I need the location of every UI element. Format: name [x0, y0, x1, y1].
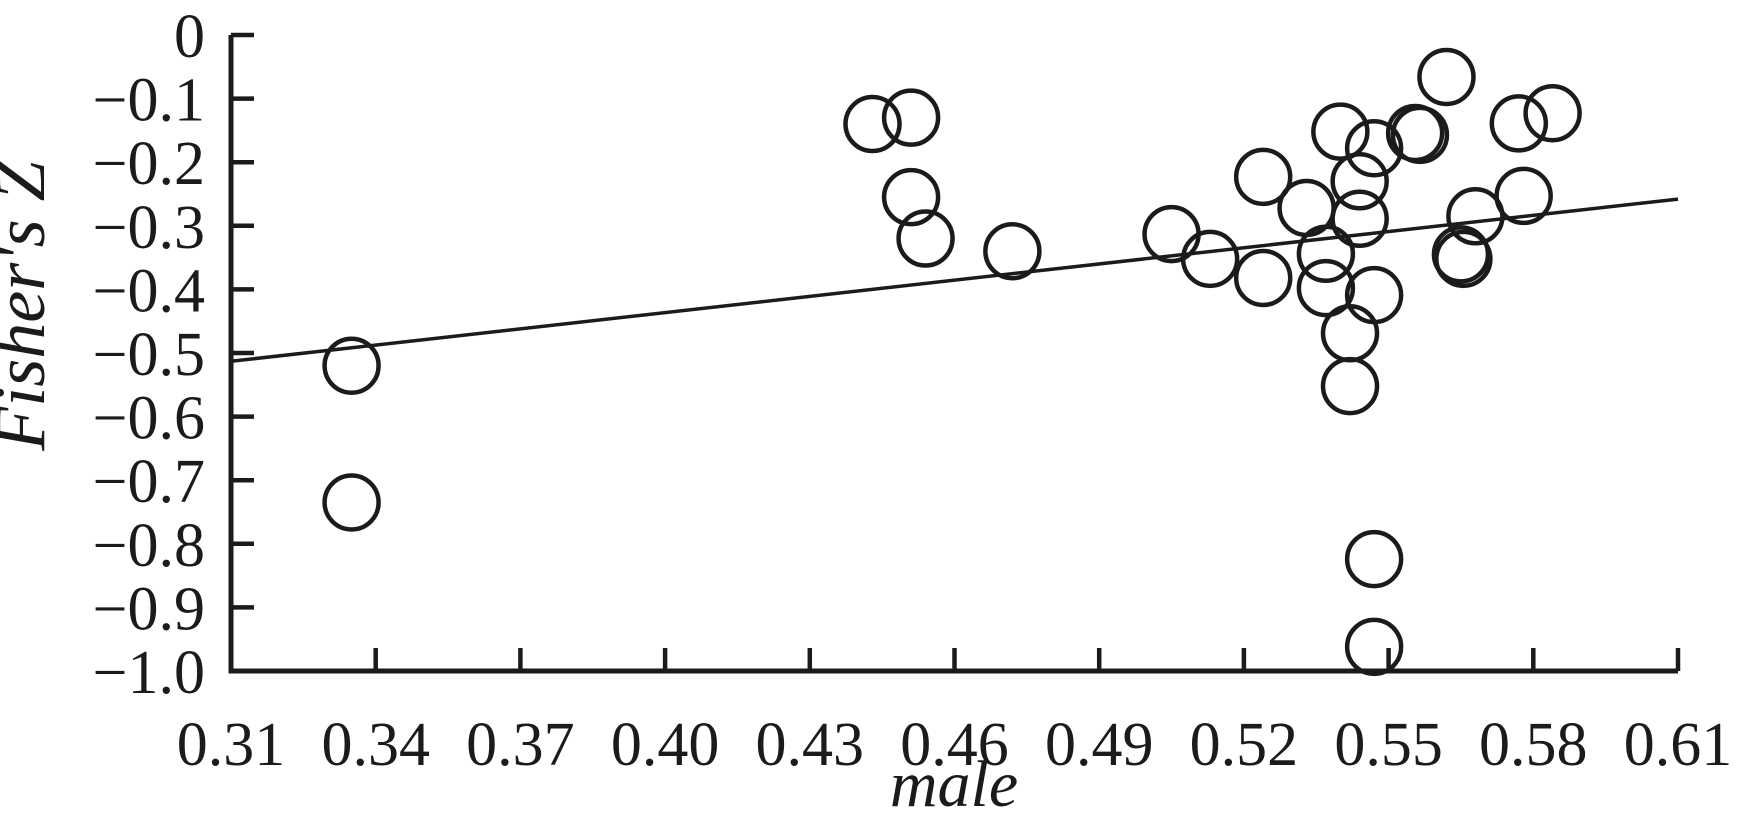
data-point	[881, 167, 941, 227]
x-tick-label: 0.37	[466, 711, 575, 779]
data-point	[1330, 189, 1389, 249]
y-tick-label: −0.4	[93, 257, 205, 325]
tick-labels-group: 0.31 0.34 0.37 0.40 0.43 0.46 0.49 0.52 0.55 0.58…	[93, 3, 1733, 779]
axis-ticks	[228, 32, 1681, 674]
data-point	[1344, 265, 1404, 325]
data-point	[1489, 94, 1549, 153]
y-axis-title: Fisher's Z	[0, 160, 60, 451]
y-tick-label: −0.2	[93, 130, 205, 198]
data-point	[1344, 617, 1404, 677]
x-tick-label: 0.40	[611, 711, 720, 779]
trend-line-group	[230, 197, 1679, 364]
y-tick-label: −1.0	[93, 639, 205, 707]
data-point	[1330, 152, 1389, 211]
y-tick-label: −0.8	[93, 512, 205, 580]
data-point	[1434, 229, 1493, 289]
x-tick-label: 0.61	[1624, 711, 1733, 779]
data-point	[1523, 83, 1582, 143]
data-point	[1296, 258, 1356, 318]
x-tick-label: 0.46	[900, 711, 1009, 779]
data-point	[1233, 248, 1293, 308]
y-tick-label: −0.7	[93, 448, 205, 516]
data-point	[896, 209, 955, 268]
x-tick-label: 0.52	[1190, 711, 1299, 779]
data-point	[322, 473, 381, 532]
x-axis-title: male	[890, 748, 1018, 821]
data-point	[1320, 304, 1380, 363]
x-tick-label: 0.55	[1334, 711, 1443, 779]
data-point	[881, 88, 941, 147]
x-tick-label: 0.58	[1479, 711, 1588, 779]
data-point	[1344, 529, 1404, 589]
data-point	[322, 336, 381, 395]
x-tick-label: 0.49	[1045, 711, 1154, 779]
x-tick-label: 0.34	[321, 711, 430, 779]
trend-line	[230, 197, 1679, 364]
x-tick-label: 0.43	[756, 711, 865, 779]
data-point	[1296, 224, 1356, 284]
x-tick-label: 0.31	[177, 711, 286, 779]
y-tick-label: −0.5	[93, 321, 205, 389]
y-tick-label: −0.6	[93, 385, 205, 453]
data-point	[1417, 47, 1476, 107]
data-point	[1142, 204, 1201, 264]
data-point	[1180, 229, 1240, 289]
axis-lines	[228, 35, 1678, 674]
data-point	[1446, 187, 1505, 246]
data-point	[1390, 105, 1450, 165]
data-point	[983, 221, 1042, 281]
y-tick-label: 0	[174, 3, 205, 71]
y-tick-label: −0.1	[93, 67, 205, 135]
data-point	[1344, 118, 1404, 178]
y-tick-label: −0.3	[93, 194, 205, 262]
data-point	[843, 94, 902, 154]
data-point	[1311, 102, 1370, 161]
data-point	[1320, 356, 1380, 416]
data-points-group	[322, 47, 1582, 677]
data-point	[1233, 147, 1293, 207]
data-point	[1494, 166, 1553, 226]
y-tick-label: −0.9	[93, 575, 205, 643]
